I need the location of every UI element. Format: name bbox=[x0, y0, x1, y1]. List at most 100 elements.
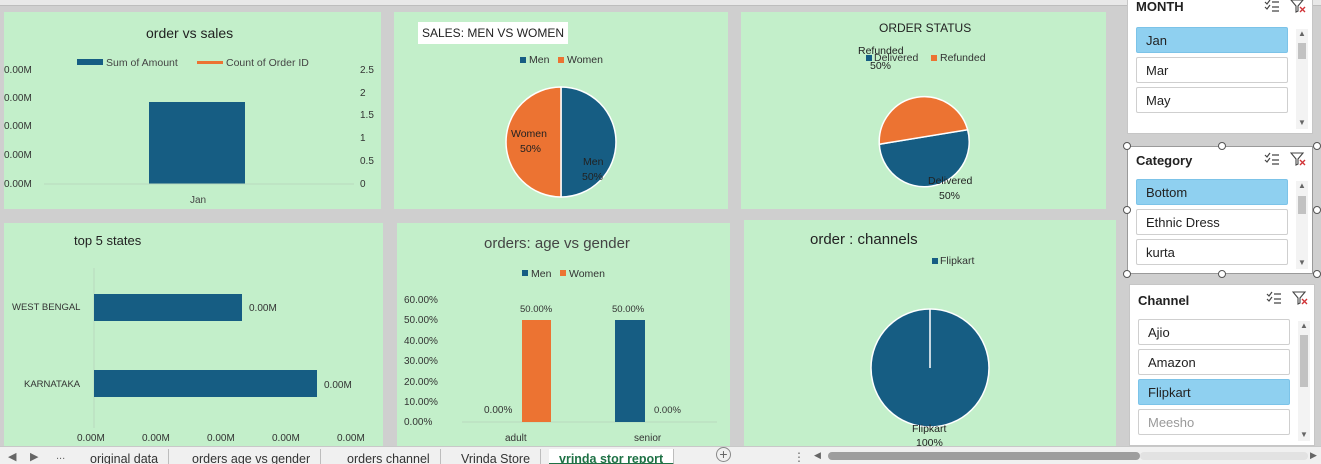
clear-filter-icon[interactable] bbox=[1290, 152, 1306, 166]
slicer-title: Category bbox=[1136, 153, 1193, 168]
pie-slice-women bbox=[505, 86, 562, 198]
legend-swatch-men bbox=[522, 270, 528, 276]
resize-handle[interactable] bbox=[1218, 142, 1226, 150]
y-tick: 0.00% bbox=[404, 417, 432, 428]
cat-label-karnataka: KARNATAKA bbox=[24, 379, 81, 390]
scroll-thumb[interactable] bbox=[1298, 43, 1306, 59]
slicer-category[interactable]: Category Bottom Ethnic Dress kurta ▲ ▼ bbox=[1127, 146, 1313, 274]
legend-label-women: Women bbox=[569, 268, 605, 280]
scroll-thumb[interactable] bbox=[1300, 335, 1308, 387]
slicer-title: MONTH bbox=[1136, 0, 1184, 14]
resize-handle[interactable] bbox=[1123, 270, 1131, 278]
prev-sheet-icon[interactable]: ◀ bbox=[8, 451, 17, 463]
pie-label-flipkart-name: Flipkart bbox=[912, 423, 947, 435]
bar-west-bengal bbox=[94, 294, 242, 321]
slicer-item-jan[interactable]: Jan bbox=[1136, 27, 1288, 53]
scroll-down-icon[interactable]: ▼ bbox=[1298, 258, 1306, 267]
y-tick: 20.00% bbox=[404, 377, 438, 388]
more-sheets-icon[interactable]: ... bbox=[56, 450, 66, 462]
y-left-tick: 0.00M bbox=[4, 150, 32, 161]
chart-title: top 5 states bbox=[74, 233, 142, 248]
resize-handle[interactable] bbox=[1313, 270, 1321, 278]
y-right-tick: 0.5 bbox=[360, 156, 374, 167]
pie-label-flipkart-pct: 100% bbox=[916, 437, 943, 446]
x-tick-senior: senior bbox=[634, 433, 662, 444]
chart-sales-men-vs-women[interactable]: SALES: MEN VS WOMEN Men Women Women 50% … bbox=[394, 12, 728, 209]
pie-slice-delivered bbox=[878, 128, 970, 188]
resize-handle[interactable] bbox=[1123, 206, 1131, 214]
multi-select-icon[interactable] bbox=[1266, 291, 1282, 305]
legend-label-amount: Sum of Amount bbox=[106, 57, 178, 69]
clear-filter-icon[interactable] bbox=[1290, 0, 1306, 13]
resize-handle[interactable] bbox=[1123, 142, 1131, 150]
hscroll-right-icon[interactable]: ▶ bbox=[1310, 450, 1317, 460]
tab-original-data[interactable]: original data bbox=[80, 449, 170, 464]
slicer-item-flipkart[interactable]: Flipkart bbox=[1138, 379, 1290, 405]
column-header-strip bbox=[0, 0, 1321, 6]
clear-filter-icon[interactable] bbox=[1292, 291, 1308, 305]
chart-title: order : channels bbox=[810, 231, 918, 248]
scroll-down-icon[interactable]: ▼ bbox=[1300, 430, 1308, 439]
slicer-channel[interactable]: Channel Ajio Amazon Flipkart Meesho ▲ ▼ bbox=[1129, 284, 1315, 446]
data-label-senior-women: 0.00% bbox=[654, 405, 681, 416]
pie-label-refunded-pct: 50% bbox=[870, 60, 891, 72]
pie-label-men-pct: 50% bbox=[582, 171, 603, 183]
legend-label-men: Men bbox=[531, 268, 552, 280]
resize-handle[interactable] bbox=[1313, 206, 1321, 214]
chart-title: SALES: MEN VS WOMEN bbox=[418, 22, 569, 44]
slicer-item-bottom[interactable]: Bottom bbox=[1136, 179, 1288, 205]
x-tick-jan: Jan bbox=[190, 195, 206, 206]
slicer-item-kurta[interactable]: kurta bbox=[1136, 239, 1288, 265]
legend-label-delivered: Delivered bbox=[874, 52, 919, 64]
legend-label-men: Men bbox=[529, 54, 550, 66]
chart-orders-age-vs-gender[interactable]: orders: age vs gender Men Women 60.00% 5… bbox=[397, 223, 730, 446]
slicer-item-ethnic-dress[interactable]: Ethnic Dress bbox=[1136, 209, 1288, 235]
multi-select-icon[interactable] bbox=[1264, 0, 1280, 13]
hscroll-left-icon[interactable]: ◀ bbox=[814, 450, 821, 460]
sheet-menu-icon[interactable]: ⋮ bbox=[793, 450, 805, 464]
scroll-down-icon[interactable]: ▼ bbox=[1298, 118, 1306, 127]
slicer-item-ajio[interactable]: Ajio bbox=[1138, 319, 1290, 345]
y-tick: 50.00% bbox=[404, 315, 438, 326]
slicer-month[interactable]: MONTH Jan Mar May ▲ ▼ bbox=[1127, 0, 1313, 134]
data-label-adult-men: 0.00% bbox=[484, 405, 512, 416]
slicer-scrollbar[interactable]: ▲ ▼ bbox=[1298, 321, 1310, 441]
slicer-item-may[interactable]: May bbox=[1136, 87, 1288, 113]
multi-select-icon[interactable] bbox=[1264, 152, 1280, 166]
horizontal-scroll-track[interactable] bbox=[1140, 452, 1308, 460]
chart-title: ORDER STATUS bbox=[879, 21, 972, 35]
resize-handle[interactable] bbox=[1218, 270, 1226, 278]
next-sheet-icon[interactable]: ▶ bbox=[30, 451, 39, 463]
slicer-scrollbar[interactable]: ▲ ▼ bbox=[1296, 181, 1308, 269]
chart-order-channels[interactable]: order : channels Flipkart Flipkart 100% bbox=[744, 220, 1116, 446]
y-left-tick: 0.00M bbox=[4, 65, 32, 76]
slicer-item-amazon[interactable]: Amazon bbox=[1138, 349, 1290, 375]
tab-orders-channel[interactable]: orders channel bbox=[337, 449, 441, 464]
scroll-up-icon[interactable]: ▲ bbox=[1300, 321, 1308, 330]
chart-top-5-states[interactable]: top 5 states WEST BENGAL 0.00M KARNATAKA… bbox=[4, 223, 383, 446]
resize-handle[interactable] bbox=[1313, 142, 1321, 150]
scroll-up-icon[interactable]: ▲ bbox=[1298, 181, 1306, 190]
x-tick: 0.00M bbox=[142, 433, 170, 444]
y-right-tick: 1.5 bbox=[360, 110, 374, 121]
tab-vrinda-store[interactable]: Vrinda Store bbox=[451, 449, 542, 464]
legend-swatch-men bbox=[520, 57, 526, 63]
slicer-scrollbar[interactable]: ▲ ▼ bbox=[1296, 29, 1308, 129]
chart-order-vs-sales[interactable]: order vs sales Sum of Amount Count of Or… bbox=[4, 12, 381, 209]
pie-label-refunded-name: Refunded bbox=[858, 45, 904, 57]
scroll-up-icon[interactable]: ▲ bbox=[1298, 29, 1306, 38]
tab-orders-age-vs-gender[interactable]: orders age vs gender bbox=[182, 449, 322, 464]
legend-swatch-amount bbox=[77, 59, 103, 65]
chart-title: orders: age vs gender bbox=[484, 235, 630, 252]
tab-vrinda-stor-report[interactable]: vrinda stor report bbox=[549, 449, 675, 464]
horizontal-scroll-thumb[interactable] bbox=[828, 452, 1140, 460]
pie-label-delivered-name: Delivered bbox=[928, 175, 973, 187]
slicer-item-meesho[interactable]: Meesho bbox=[1138, 409, 1290, 435]
data-label-karnataka: 0.00M bbox=[324, 380, 352, 391]
scroll-thumb[interactable] bbox=[1298, 196, 1306, 214]
add-sheet-icon[interactable]: + bbox=[716, 447, 731, 462]
slicer-item-mar[interactable]: Mar bbox=[1136, 57, 1288, 83]
x-tick-adult: adult bbox=[505, 433, 527, 444]
chart-order-status[interactable]: ORDER STATUS Delivered Refunded Refunded… bbox=[741, 12, 1106, 209]
